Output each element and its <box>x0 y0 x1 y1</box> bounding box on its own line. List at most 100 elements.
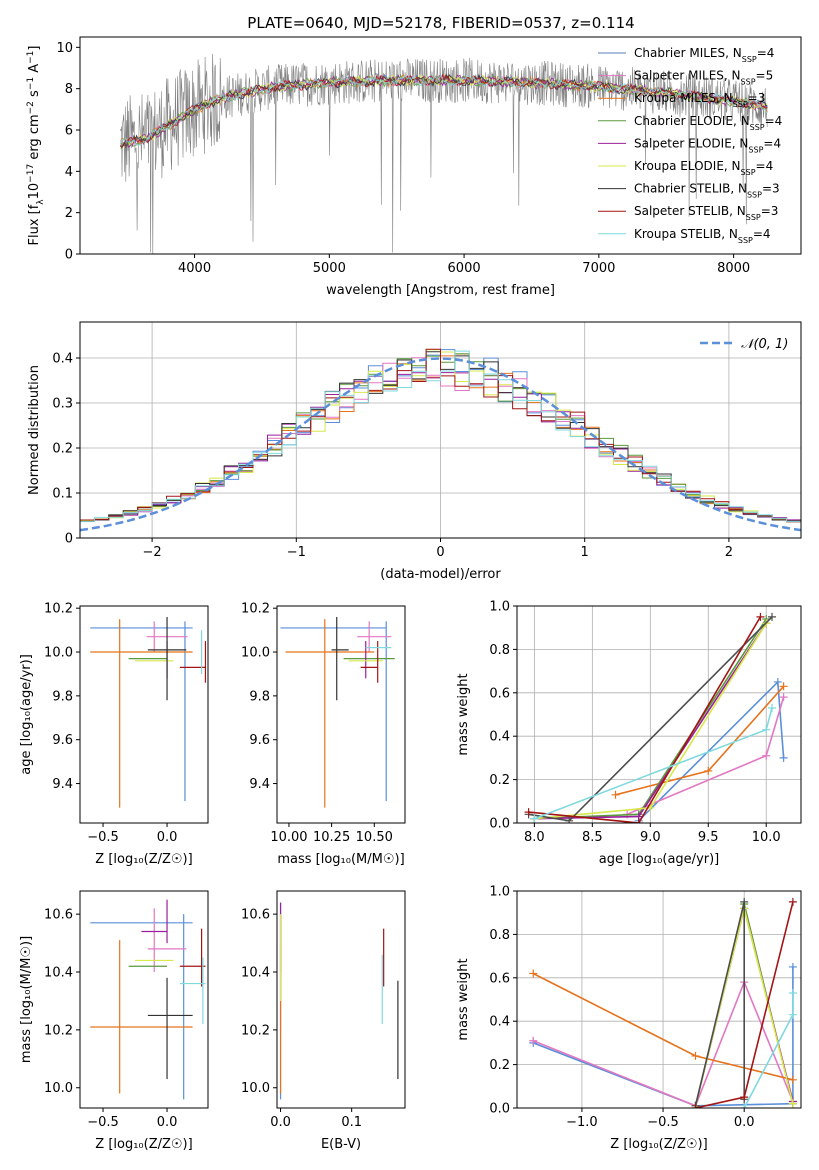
y-tick-label: 0.1 <box>52 487 73 502</box>
weight-marker <box>779 753 788 762</box>
x-tick-label: 8.0 <box>524 830 545 845</box>
y-tick-label: 0.6 <box>489 971 510 986</box>
y-tick-label: 9.8 <box>249 689 270 704</box>
y-tick-label: 4 <box>65 165 73 180</box>
x-tick-label: 10.50 <box>356 830 393 845</box>
x-tick-label: 6000 <box>448 261 481 276</box>
weight-marker <box>788 1075 797 1084</box>
y-tick-label: 1.0 <box>489 885 510 900</box>
x-tick-label: −2 <box>143 545 162 560</box>
y-tick-label: 9.8 <box>52 689 73 704</box>
y-tick-label: 10.2 <box>44 1023 73 1038</box>
weight-marker <box>762 725 771 734</box>
x-axis-label: age [log₁₀(age/yr)] <box>599 852 720 867</box>
weight-marker <box>634 819 643 823</box>
y-tick-label: 9.6 <box>52 733 73 748</box>
weight-marker <box>788 1099 797 1108</box>
x-tick-label: 0.0 <box>157 830 178 845</box>
model-spectrum-line <box>119 74 768 146</box>
plot-area <box>80 348 801 532</box>
y-tick-label: 9.6 <box>249 733 270 748</box>
y-axis-label: mass weight <box>456 673 471 755</box>
y-tick-label: 0.2 <box>52 442 73 457</box>
weight-marker <box>788 962 797 971</box>
legend-label: Salpeter STELIB, NSSP=3 <box>634 204 778 222</box>
y-tick-label: 8 <box>65 82 73 97</box>
legend-label: Kroupa STELIB, NSSP=4 <box>634 227 771 245</box>
x-tick-label: 2 <box>725 545 733 560</box>
y-tick-label: 10.6 <box>241 908 270 923</box>
weight-marker <box>691 1104 700 1108</box>
y-tick-label: 0.8 <box>489 643 510 658</box>
y-tick-label: 0.8 <box>489 928 510 943</box>
x-tick-label: 0.0 <box>270 1115 291 1130</box>
mass-age-panel: 10.00 10.25 10.50 9.4 9.6 9.8 10.0 10.2 mass [lo… <box>241 602 406 867</box>
x-axis-label: Z [log₁₀(Z/Z☉)] <box>95 852 192 867</box>
x-tick-label: −1 <box>287 545 306 560</box>
y-axis-label: Flux [fλ10−17 erg cm−2 s−1 A−1] <box>26 46 46 246</box>
x-tick-label: −0.5 <box>87 1115 119 1130</box>
metallicity-age-panel: −0.5 0.0 9.4 9.6 9.8 10.0 10.2 Z [log₁₀(Z/Z☉)] a… <box>19 602 209 867</box>
y-tick-label: 6 <box>65 124 73 139</box>
weight-marker <box>779 693 788 702</box>
x-axis-label: Z [log₁₀(Z/Z☉)] <box>95 1137 192 1152</box>
y-tick-label: 10.6 <box>44 908 73 923</box>
y-tick-label: 10.0 <box>44 1081 73 1096</box>
x-tick-label: 4000 <box>178 261 211 276</box>
y-axis-label: mass [log₁₀(M/M☉)] <box>19 936 34 1063</box>
y-tick-label: 0.0 <box>489 1102 510 1117</box>
legend-label: Kroupa ELODIE, NSSP=4 <box>634 159 773 177</box>
axes-frame <box>516 605 802 824</box>
age-weight-panel: 8.0 8.5 9.0 9.5 10.0 0.0 0.2 0.4 0.6 0.8 1.0 age [l… <box>456 600 802 867</box>
y-tick-label: 10.2 <box>241 1023 270 1038</box>
x-tick-label: 0.0 <box>734 1115 755 1130</box>
y-tick-label: 0.2 <box>489 1058 510 1073</box>
y-tick-label: 10.0 <box>241 646 270 661</box>
plot-area <box>524 612 788 823</box>
weight-marker <box>779 682 788 691</box>
x-tick-label: 10.25 <box>313 830 350 845</box>
spectrum-panel: 4000 5000 6000 7000 8000 0 2 4 6 8 10 wavelength [A… <box>26 36 802 298</box>
metallicity-weight-panel: −1.0 −0.5 0.0 0.0 0.2 0.4 0.6 0.8 1.0 Z [log₁₀(Z/… <box>456 885 802 1152</box>
gaussian-curve <box>80 357 801 532</box>
x-axis-label: Z [log₁₀(Z/Z☉)] <box>610 1137 707 1152</box>
legend-label: Chabrier MILES, NSSP=4 <box>634 46 774 64</box>
y-tick-label: 0.3 <box>52 397 73 412</box>
legend-label: Salpeter MILES, NSSP=5 <box>634 69 773 87</box>
y-tick-label: 10.2 <box>241 602 270 617</box>
weight-marker <box>740 1093 749 1102</box>
x-tick-label: −0.5 <box>647 1115 679 1130</box>
legend-label: Salpeter ELODIE, NSSP=4 <box>634 136 781 154</box>
plot-area <box>280 616 395 808</box>
x-tick-label: 9.5 <box>698 830 719 845</box>
y-tick-label: 0.4 <box>489 1015 510 1030</box>
weight-series-line <box>528 616 762 823</box>
y-tick-label: 1.0 <box>489 600 510 615</box>
weight-marker <box>788 988 797 997</box>
y-axis-label: Normed distribution <box>27 365 42 495</box>
x-tick-label: 8.5 <box>582 830 603 845</box>
y-tick-label: 0 <box>65 248 73 263</box>
x-tick-label: 10.00 <box>270 830 307 845</box>
y-tick-label: 0.0 <box>489 817 510 832</box>
weight-marker <box>762 751 771 760</box>
y-tick-label: 10.4 <box>44 966 73 981</box>
plot-area <box>119 53 768 254</box>
x-tick-label: 0.0 <box>157 1115 178 1130</box>
model-spectrum-line <box>120 73 768 147</box>
weight-marker <box>565 816 574 823</box>
x-tick-label: −1.0 <box>566 1115 598 1130</box>
y-axis-label: mass weight <box>456 958 471 1040</box>
x-tick-label: 1 <box>581 545 589 560</box>
weight-marker <box>740 897 749 906</box>
y-tick-label: 0.4 <box>52 352 73 367</box>
weight-marker <box>768 703 777 712</box>
x-axis-label: mass [log₁₀(M/M☉)] <box>277 852 404 867</box>
y-tick-label: 0.4 <box>489 730 510 745</box>
extinction-mass-panel: 0.0 0.1 10.0 10.2 10.4 10.6 E(B-V) <box>241 890 406 1152</box>
weight-marker <box>740 1104 749 1108</box>
x-axis-label: wavelength [Angstrom, rest frame] <box>326 283 555 298</box>
weight-marker <box>611 790 620 799</box>
axes-frame <box>276 890 406 1109</box>
